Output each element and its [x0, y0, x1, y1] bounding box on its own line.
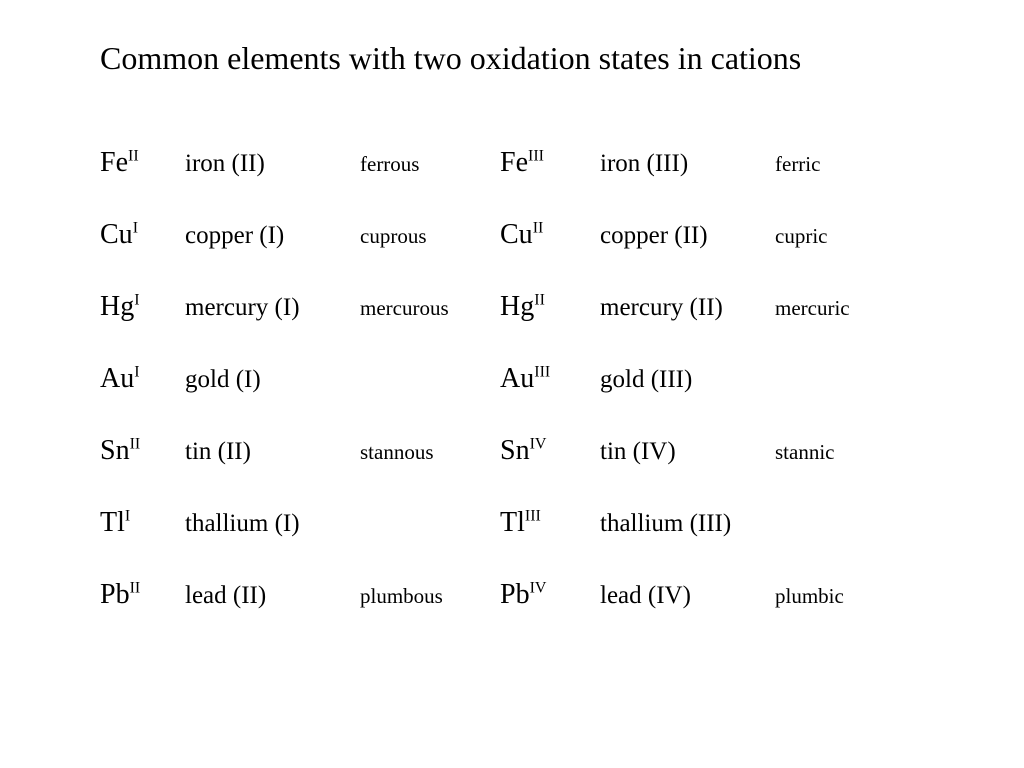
symbol-high: FeIII — [500, 147, 600, 179]
symbol-base: Cu — [500, 219, 533, 250]
symbol-low: TlI — [100, 507, 185, 539]
trad-high: stannic — [775, 440, 915, 465]
name-high: mercury (II) — [600, 294, 775, 322]
name-high: gold (III) — [600, 366, 775, 394]
name-low: mercury (I) — [185, 294, 360, 322]
symbol-superscript: III — [525, 508, 541, 525]
trad-high: ferric — [775, 152, 915, 177]
symbol-high: TlIII — [500, 507, 600, 539]
symbol-superscript: III — [528, 148, 544, 165]
symbol-superscript: I — [134, 292, 139, 309]
trad-low: mercurous — [360, 296, 500, 321]
name-low: lead (II) — [185, 582, 360, 610]
name-low: iron (II) — [185, 150, 360, 178]
name-low: thallium (I) — [185, 510, 360, 538]
symbol-high: AuIII — [500, 363, 600, 395]
symbol-base: Au — [100, 363, 134, 394]
symbol-base: Tl — [100, 507, 125, 538]
trad-high: mercuric — [775, 296, 915, 321]
symbol-superscript: III — [534, 364, 550, 381]
trad-high: cupric — [775, 224, 915, 249]
symbol-superscript: IV — [530, 580, 547, 597]
trad-low: plumbous — [360, 584, 500, 609]
page-title: Common elements with two oxidation state… — [100, 40, 1024, 77]
symbol-low: SnII — [100, 435, 185, 467]
trad-low: ferrous — [360, 152, 500, 177]
name-high: copper (II) — [600, 222, 775, 250]
symbol-base: Tl — [500, 507, 525, 538]
symbol-high: PbIV — [500, 579, 600, 611]
symbol-base: Sn — [500, 435, 530, 466]
symbol-base: Hg — [500, 291, 534, 322]
symbol-superscript: II — [130, 436, 141, 453]
name-high: thallium (III) — [600, 510, 775, 538]
symbol-low: CuI — [100, 219, 185, 251]
name-low: gold (I) — [185, 366, 360, 394]
symbol-superscript: II — [533, 220, 544, 237]
name-high: lead (IV) — [600, 582, 775, 610]
symbol-superscript: II — [130, 580, 141, 597]
oxidation-states-table: FeII iron (II) ferrous FeIII iron (III) … — [100, 147, 1024, 611]
symbol-base: Pb — [100, 579, 130, 610]
symbol-superscript: II — [534, 292, 545, 309]
symbol-high: SnIV — [500, 435, 600, 467]
trad-low: cuprous — [360, 224, 500, 249]
symbol-low: PbII — [100, 579, 185, 611]
symbol-superscript: I — [133, 220, 138, 237]
symbol-superscript: II — [128, 148, 139, 165]
symbol-base: Hg — [100, 291, 134, 322]
symbol-high: HgII — [500, 291, 600, 323]
symbol-superscript: I — [134, 364, 139, 381]
name-high: iron (III) — [600, 150, 775, 178]
name-low: copper (I) — [185, 222, 360, 250]
symbol-superscript: I — [125, 508, 130, 525]
symbol-base: Pb — [500, 579, 530, 610]
symbol-superscript: IV — [530, 436, 547, 453]
symbol-low: FeII — [100, 147, 185, 179]
trad-low: stannous — [360, 440, 500, 465]
symbol-high: CuII — [500, 219, 600, 251]
symbol-base: Au — [500, 363, 534, 394]
name-low: tin (II) — [185, 438, 360, 466]
symbol-base: Fe — [100, 147, 128, 178]
symbol-low: AuI — [100, 363, 185, 395]
symbol-base: Cu — [100, 219, 133, 250]
trad-high: plumbic — [775, 584, 915, 609]
symbol-base: Fe — [500, 147, 528, 178]
name-high: tin (IV) — [600, 438, 775, 466]
symbol-low: HgI — [100, 291, 185, 323]
symbol-base: Sn — [100, 435, 130, 466]
